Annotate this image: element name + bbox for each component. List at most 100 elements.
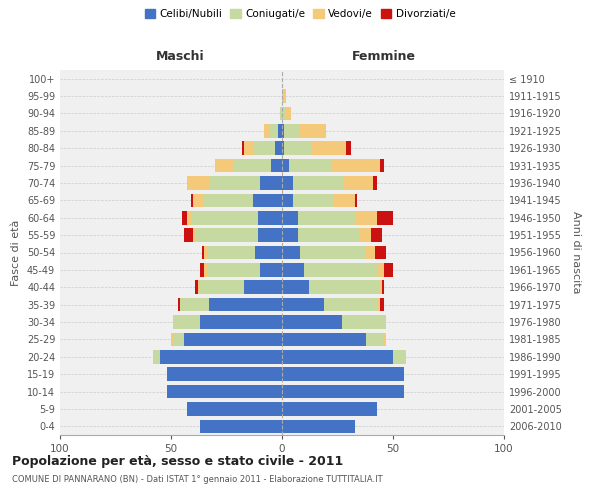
Bar	[377, 298, 380, 312]
Bar	[256, 246, 282, 260]
Bar	[182, 211, 187, 224]
Bar	[324, 298, 377, 312]
Bar	[209, 176, 260, 190]
Bar	[286, 106, 291, 120]
Bar	[173, 332, 184, 346]
Bar	[280, 106, 282, 120]
Bar	[187, 402, 282, 415]
Bar	[282, 194, 293, 207]
Bar	[282, 124, 284, 138]
Bar	[346, 142, 351, 155]
Bar	[298, 228, 360, 242]
Bar	[282, 228, 298, 242]
Bar	[284, 124, 300, 138]
Bar	[377, 263, 384, 276]
Bar	[360, 228, 371, 242]
Bar	[284, 142, 311, 155]
Bar	[300, 246, 367, 260]
Bar	[375, 246, 386, 260]
Bar	[196, 280, 197, 294]
Bar	[244, 142, 253, 155]
Bar	[167, 385, 282, 398]
Bar	[187, 176, 209, 190]
Bar	[300, 124, 326, 138]
Bar	[167, 368, 282, 381]
Bar	[282, 142, 284, 155]
Bar	[282, 211, 298, 224]
Bar	[160, 350, 282, 364]
Bar	[206, 246, 256, 260]
Bar	[282, 176, 293, 190]
Bar	[204, 246, 206, 260]
Bar	[282, 298, 324, 312]
Bar	[202, 246, 204, 260]
Bar	[371, 228, 382, 242]
Bar	[384, 263, 393, 276]
Bar	[282, 159, 289, 172]
Bar	[269, 124, 278, 138]
Bar	[257, 211, 282, 224]
Bar	[153, 350, 160, 364]
Bar	[191, 211, 257, 224]
Bar	[355, 194, 358, 207]
Bar	[282, 246, 300, 260]
Text: Popolazione per età, sesso e stato civile - 2011: Popolazione per età, sesso e stato civil…	[12, 455, 343, 468]
Bar	[278, 124, 282, 138]
Bar	[393, 350, 406, 364]
Bar	[282, 402, 377, 415]
Bar	[260, 263, 282, 276]
Bar	[253, 194, 282, 207]
Bar	[193, 228, 196, 242]
Text: Maschi: Maschi	[155, 50, 204, 62]
Bar	[171, 332, 173, 346]
Bar	[178, 298, 180, 312]
Bar	[253, 142, 275, 155]
Bar	[275, 142, 282, 155]
Bar	[282, 332, 367, 346]
Bar	[257, 228, 282, 242]
Bar	[282, 90, 284, 103]
Bar	[293, 176, 344, 190]
Bar	[197, 280, 200, 294]
Bar	[206, 263, 260, 276]
Bar	[384, 332, 386, 346]
Bar	[244, 280, 282, 294]
Bar	[367, 332, 384, 346]
Bar	[308, 280, 380, 294]
Bar	[373, 176, 377, 190]
Text: Femmine: Femmine	[352, 50, 416, 62]
Bar	[331, 159, 380, 172]
Bar	[282, 280, 308, 294]
Bar	[180, 298, 209, 312]
Bar	[173, 315, 200, 329]
Bar	[380, 280, 382, 294]
Bar	[215, 159, 233, 172]
Bar	[282, 263, 304, 276]
Bar	[282, 385, 404, 398]
Y-axis label: Anni di nascita: Anni di nascita	[571, 211, 581, 294]
Bar	[191, 194, 193, 207]
Bar	[342, 315, 386, 329]
Text: COMUNE DI PANNARANO (BN) - Dati ISTAT 1° gennaio 2011 - Elaborazione TUTTITALIA.: COMUNE DI PANNARANO (BN) - Dati ISTAT 1°…	[12, 475, 383, 484]
Bar	[282, 350, 393, 364]
Bar	[200, 280, 244, 294]
Bar	[293, 194, 333, 207]
Bar	[355, 211, 377, 224]
Bar	[311, 142, 346, 155]
Bar	[289, 159, 331, 172]
Bar	[200, 263, 204, 276]
Bar	[200, 420, 282, 433]
Bar	[204, 263, 206, 276]
Bar	[377, 211, 393, 224]
Bar	[184, 228, 193, 242]
Bar	[333, 194, 355, 207]
Bar	[282, 106, 286, 120]
Legend: Celibi/Nubili, Coniugati/e, Vedovi/e, Divorziati/e: Celibi/Nubili, Coniugati/e, Vedovi/e, Di…	[140, 5, 460, 24]
Bar	[344, 176, 373, 190]
Bar	[367, 246, 375, 260]
Bar	[380, 159, 384, 172]
Bar	[209, 298, 282, 312]
Bar	[382, 280, 384, 294]
Bar	[193, 194, 204, 207]
Bar	[282, 368, 404, 381]
